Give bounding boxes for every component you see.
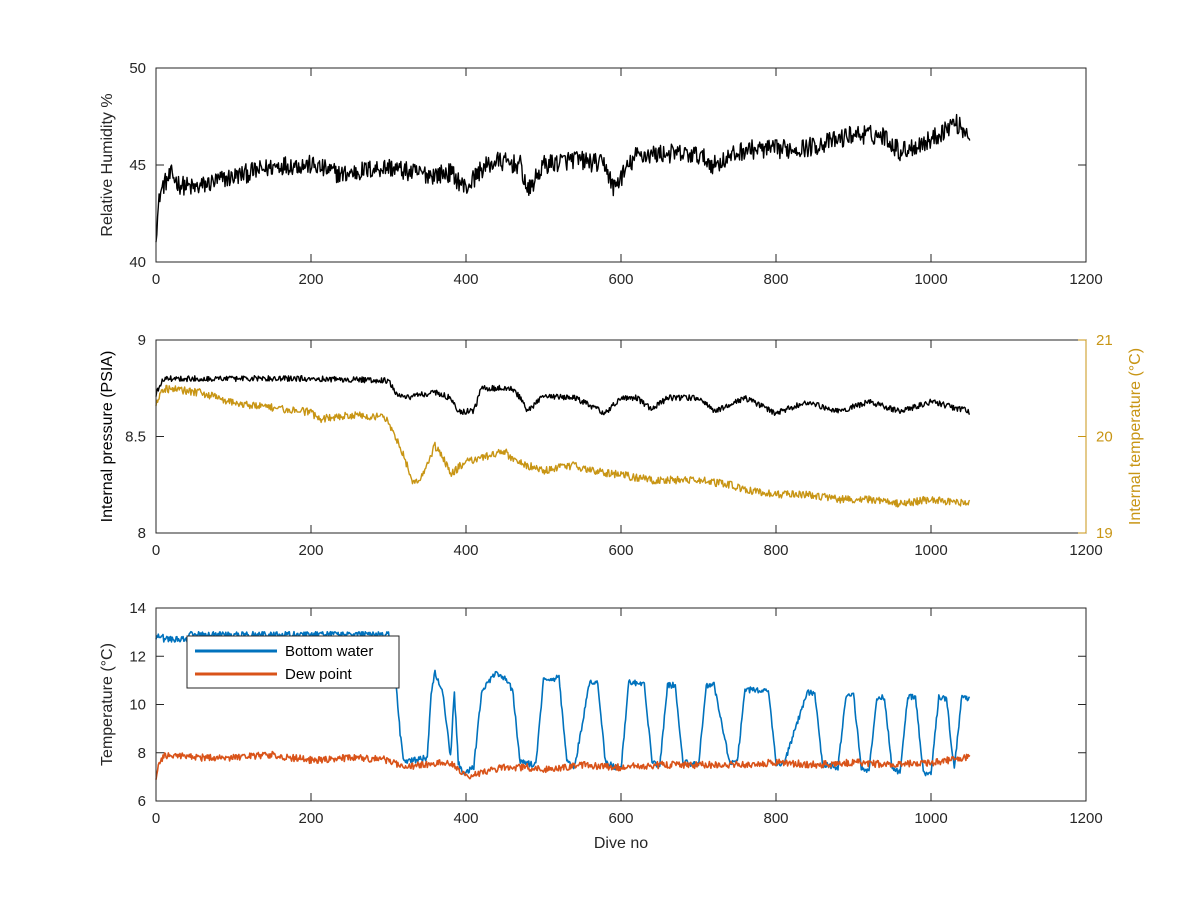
x-tick-label: 1000	[914, 810, 947, 827]
y-right-tick-label: 20	[1096, 429, 1113, 446]
y-tick-label: 12	[129, 648, 146, 665]
x-tick-label: 400	[453, 542, 478, 559]
legend: Bottom water Dew point	[186, 635, 400, 689]
y-tick-label: 45	[129, 157, 146, 174]
y-tick-label: 50	[129, 60, 146, 77]
legend-box	[186, 635, 400, 689]
y-tick-label: 14	[129, 600, 146, 617]
y-tick-label: 9	[138, 332, 146, 349]
x-tick-label: 600	[608, 542, 633, 559]
legend-label-dew-point: Dew point	[285, 666, 353, 683]
x-tick-label: 0	[152, 542, 160, 559]
series-line-panel0-0	[155, 113, 971, 243]
y-tick-label: 40	[129, 254, 146, 271]
y-tick-label: 8	[138, 525, 146, 542]
x-tick-label: 800	[763, 271, 788, 288]
x-tick-label: 200	[298, 542, 323, 559]
x-tick-label: 1000	[914, 542, 947, 559]
y-axis-label: Relative Humidity %	[99, 93, 116, 236]
series-line-dew-point	[155, 750, 971, 780]
temperature-panel: 0 200 400 600 800 1000 1200 6 8 10 12 14 Temperature…	[99, 600, 1103, 852]
y-tick-label: 10	[129, 697, 146, 714]
x-tick-label: 800	[763, 542, 788, 559]
x-tick-label: 400	[453, 810, 478, 827]
y-right-axis-label: Internal temperature (°C)	[1127, 348, 1144, 525]
y-right-tick-label: 21	[1096, 332, 1113, 349]
humidity-panel: 0 200 400 600 800 1000 1200 40 45 50 Relative Humi…	[99, 60, 1103, 288]
x-tick-label: 600	[608, 810, 633, 827]
x-tick-label: 1200	[1069, 271, 1102, 288]
x-tick-label: 1200	[1069, 542, 1102, 559]
series-line-panel1-1	[155, 384, 971, 508]
x-tick-label: 1000	[914, 271, 947, 288]
x-tick-label: 800	[763, 810, 788, 827]
x-tick-label: 400	[453, 271, 478, 288]
x-axis-label: Dive no	[594, 835, 648, 852]
x-tick-label: 0	[152, 271, 160, 288]
y-axis-label: Internal pressure (PSIA)	[99, 351, 116, 523]
y-tick-label: 8.5	[125, 429, 146, 446]
x-tick-label: 1200	[1069, 810, 1102, 827]
x-tick-label: 600	[608, 271, 633, 288]
y-tick-label: 8	[138, 745, 146, 762]
y-axis-label: Temperature (°C)	[99, 643, 116, 766]
x-tick-label: 200	[298, 271, 323, 288]
y-right-tick-label: 19	[1096, 525, 1113, 542]
y-tick-label: 6	[138, 793, 146, 810]
legend-label-bottom-water: Bottom water	[285, 643, 373, 660]
x-tick-label: 200	[298, 810, 323, 827]
x-tick-label: 0	[152, 810, 160, 827]
series-line-panel1-0	[155, 375, 971, 416]
pressure-temperature-panel: 0 200 400 600 800 1000 1200 8 8.5 9 19 20 21 Internal…	[99, 332, 1144, 559]
